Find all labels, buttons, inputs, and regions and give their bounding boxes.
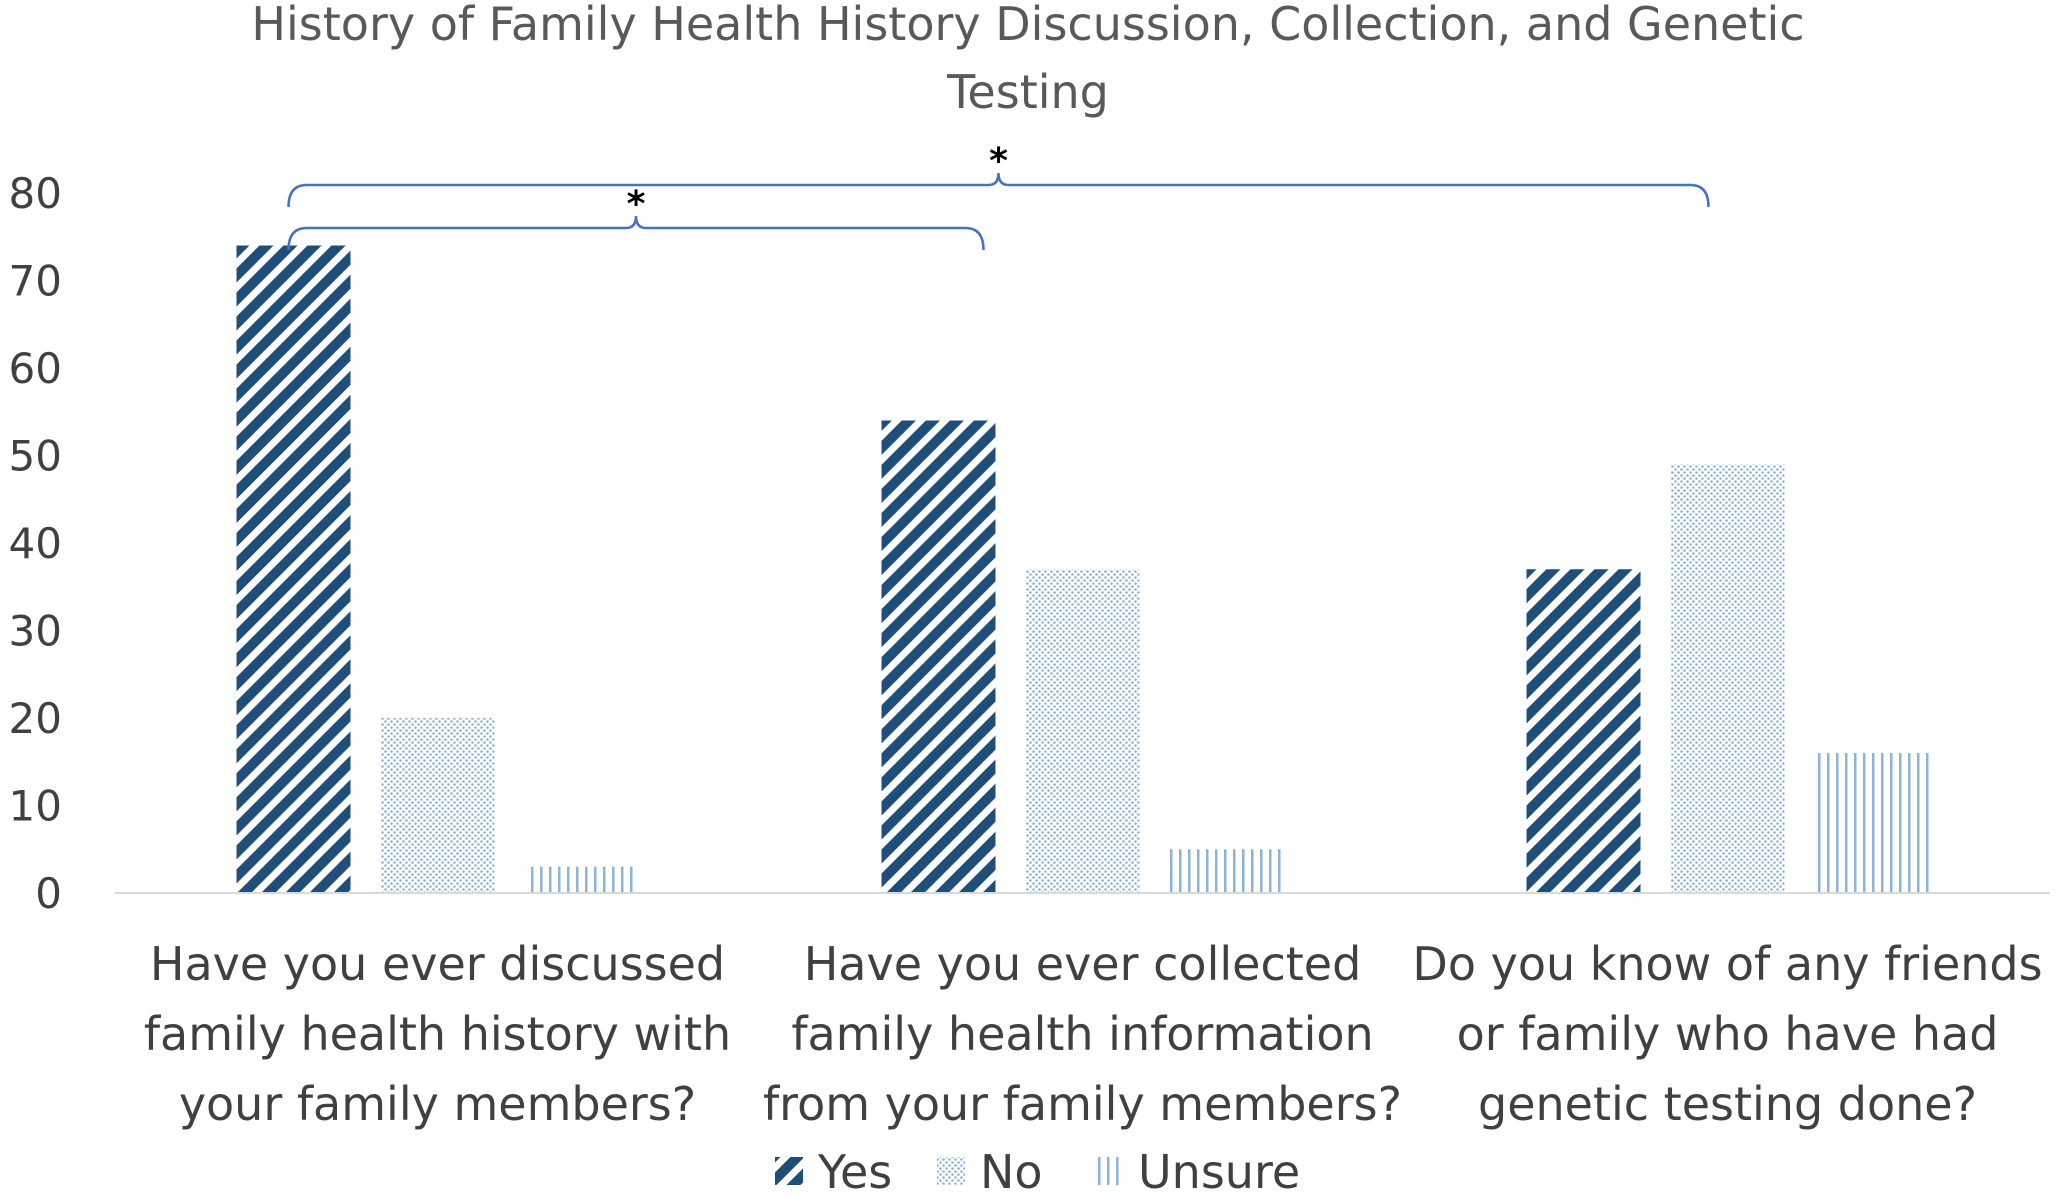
bar-unsure-2 — [1814, 753, 1929, 893]
y-tick-label: 20 — [9, 694, 62, 743]
chart-title-line-2: Testing — [946, 65, 1109, 119]
y-tick-label: 70 — [9, 257, 62, 306]
legend-label-no: No — [980, 1145, 1043, 1196]
bar-yes-1 — [881, 420, 996, 893]
y-axis-tick-labels: 0 10 20 30 40 50 60 70 80 — [9, 169, 62, 918]
category-label-line: family health history with — [144, 1007, 731, 1061]
y-tick-label: 60 — [9, 344, 62, 393]
significance-bracket-0 — [287, 215, 985, 251]
significance-brackets: ** — [287, 141, 1710, 251]
category-label-line: your family members? — [179, 1077, 696, 1131]
chart-title-line-1: History of Family Health History Discuss… — [251, 0, 1804, 51]
y-tick-label: 0 — [35, 869, 62, 918]
y-tick-label: 80 — [9, 169, 62, 218]
bar-yes-0 — [236, 245, 351, 893]
category-label-line: family health information — [791, 1007, 1373, 1061]
category-label-line: or family who have had — [1457, 1007, 1999, 1061]
legend-swatch-no — [937, 1157, 965, 1185]
category-label-line: Have you ever discussed — [150, 937, 725, 991]
category-label-line: Do you know of any friends — [1412, 937, 2042, 991]
category-label-line: from your family members? — [763, 1077, 1402, 1131]
bar-unsure-1 — [1169, 849, 1284, 893]
significance-star-1: * — [989, 141, 1008, 182]
bar-no-1 — [1025, 569, 1140, 893]
legend-label-unsure: Unsure — [1138, 1145, 1300, 1196]
bar-no-0 — [380, 718, 495, 893]
legend-label-yes: Yes — [817, 1145, 892, 1196]
significance-star-0: * — [627, 184, 646, 225]
legend-swatch-yes — [775, 1157, 803, 1185]
bar-unsure-0 — [524, 866, 639, 893]
legend: Yes No Unsure — [775, 1145, 1300, 1196]
category-labels: Have you ever discussed family health his… — [144, 937, 2043, 1131]
bars — [236, 245, 1929, 893]
y-tick-label: 50 — [9, 432, 62, 481]
y-tick-label: 10 — [9, 782, 62, 831]
significance-bracket-1 — [287, 172, 1710, 208]
legend-swatch-unsure — [1095, 1157, 1123, 1185]
bar-yes-2 — [1526, 569, 1641, 893]
y-tick-label: 30 — [9, 607, 62, 656]
category-label-line: Have you ever collected — [804, 937, 1362, 991]
bar-no-2 — [1670, 464, 1785, 893]
y-tick-label: 40 — [9, 519, 62, 568]
category-label-line: genetic testing done? — [1478, 1077, 1977, 1131]
